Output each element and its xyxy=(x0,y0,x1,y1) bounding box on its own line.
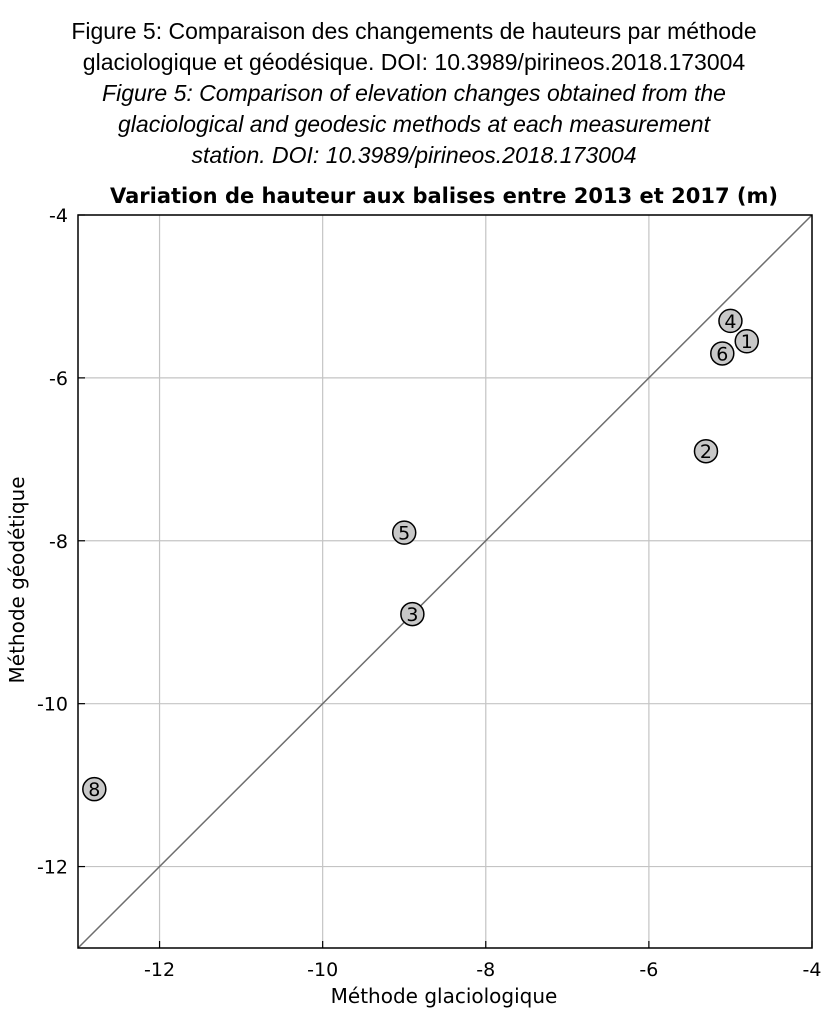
data-point: 4 xyxy=(718,308,743,334)
x-axis-ticks: -12 -10 -8 -6 -4 xyxy=(144,941,821,981)
x-tick-label: -6 xyxy=(639,959,658,981)
point-label: 2 xyxy=(700,441,712,463)
y-tick-label: -10 xyxy=(37,694,68,716)
data-point: 5 xyxy=(391,520,417,545)
point-label: 8 xyxy=(88,779,100,801)
reference-line xyxy=(77,214,813,949)
y-tick-label: -4 xyxy=(49,205,68,227)
point-marker xyxy=(400,601,425,627)
point-label: 3 xyxy=(406,604,418,626)
caption-english-line-3: station. DOI: 10.3989/pirineos.2018.1730… xyxy=(191,142,637,168)
point-label: 4 xyxy=(724,311,736,333)
point-marker xyxy=(391,520,417,545)
figure-caption-english: Figure 5: Comparison of elevation change… xyxy=(0,78,828,171)
figure-caption-french: Figure 5: Comparaison des changements de… xyxy=(0,16,828,78)
caption-french-line-1: Figure 5: Comparaison des changements de… xyxy=(71,18,757,44)
y-tick-label: -6 xyxy=(49,368,68,390)
point-marker xyxy=(693,438,719,464)
point-label: 1 xyxy=(741,331,753,353)
point-marker xyxy=(734,328,760,354)
caption-english-line-2: glaciological and geodesic methods at ea… xyxy=(118,111,710,137)
point-marker xyxy=(718,308,743,334)
y-tick-label: -12 xyxy=(37,857,68,879)
caption-english-line-1: Figure 5: Comparison of elevation change… xyxy=(102,80,726,106)
y-axis-ticks: -4 -6 -8 -10 -12 xyxy=(37,205,85,879)
data-point: 2 xyxy=(693,438,719,464)
data-points: 1 2 3 4 5 6 8 xyxy=(82,308,760,802)
data-point: 1 xyxy=(734,328,760,354)
one-to-one-line xyxy=(77,214,813,949)
point-marker xyxy=(82,776,107,802)
data-point: 3 xyxy=(400,601,425,627)
plot-frame xyxy=(77,214,813,949)
x-tick-label: -12 xyxy=(144,959,175,981)
x-tick-label: -10 xyxy=(307,959,338,981)
data-point: 8 xyxy=(82,776,107,802)
point-label: 5 xyxy=(398,523,410,545)
y-tick-label: -8 xyxy=(49,531,68,553)
y-axis-label: Méthode géodétique xyxy=(5,477,29,684)
caption-french-line-2: glaciologique et géodésique. DOI: 10.398… xyxy=(82,49,746,75)
chart-title: Variation de hauteur aux balises entre 2… xyxy=(110,184,778,208)
data-point: 6 xyxy=(710,341,735,366)
point-marker xyxy=(710,341,735,366)
x-tick-label: -8 xyxy=(476,959,495,981)
x-axis-label: Méthode glaciologique xyxy=(331,984,558,1008)
point-label: 6 xyxy=(716,343,728,365)
x-tick-label: -4 xyxy=(803,959,822,981)
